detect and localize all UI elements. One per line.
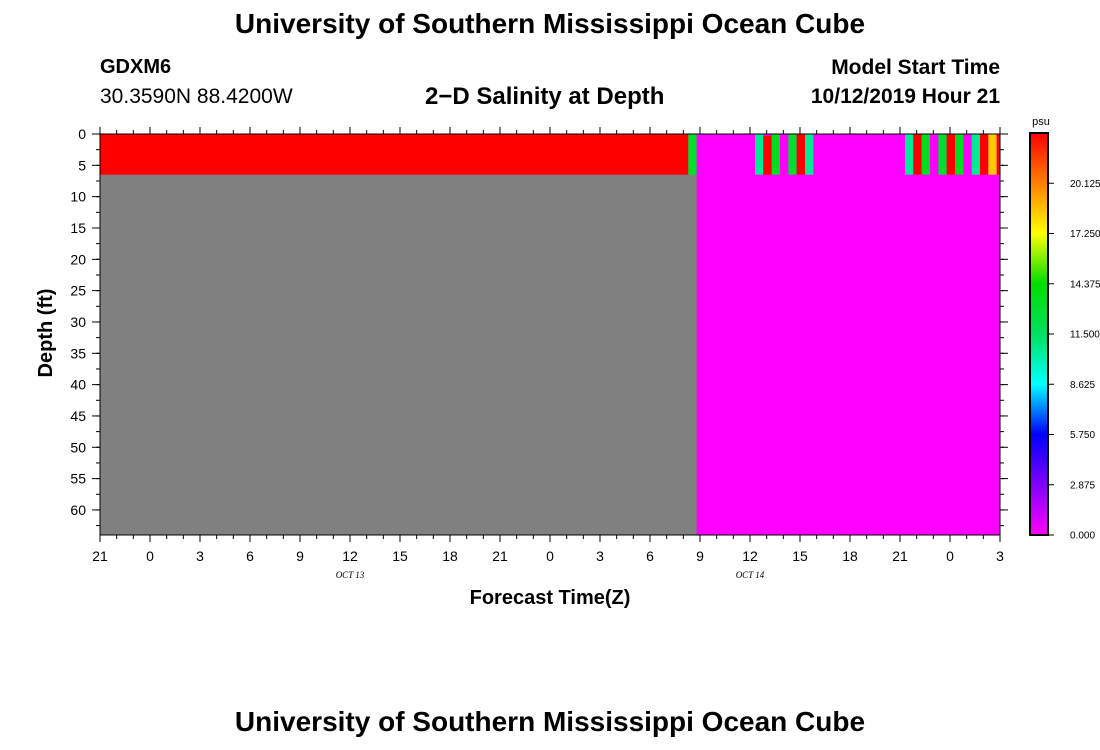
x-tick-label: 6 bbox=[246, 548, 254, 564]
colorbar-tick-label: 2.875 bbox=[1070, 480, 1095, 491]
heatmap-cell bbox=[100, 134, 689, 175]
heatmap-cell bbox=[755, 134, 764, 175]
heatmap-cell bbox=[788, 134, 797, 175]
x-tick-label: 3 bbox=[996, 548, 1004, 564]
y-tick-label: 30 bbox=[70, 314, 86, 330]
y-tick-label: 45 bbox=[70, 408, 86, 424]
x-tick-label: 21 bbox=[492, 548, 508, 564]
heatmap-cell bbox=[980, 134, 989, 175]
heatmap-cell bbox=[688, 134, 697, 175]
heatmap-cell bbox=[805, 134, 814, 175]
y-tick-label: 55 bbox=[70, 471, 86, 487]
heatmap-cell bbox=[996, 134, 1000, 175]
y-tick-label: 5 bbox=[78, 157, 86, 173]
y-tick-label: 20 bbox=[70, 251, 86, 267]
x-tick-label: 12 bbox=[742, 548, 758, 564]
y-tick-label: 60 bbox=[70, 502, 86, 518]
x-axis: 21 0 3 6 9 12 15 18 21 0 3 6 9 12 15 18 21 0 3 OCT 13 OCT 14 bbox=[92, 127, 1004, 580]
y-tick-label: 40 bbox=[70, 377, 86, 393]
y-tick-label: 25 bbox=[70, 283, 86, 299]
colorbar-tick-label: 17.250 bbox=[1070, 229, 1100, 240]
x-tick-label: 15 bbox=[792, 548, 808, 564]
page-title: University of Southern Mississippi Ocean… bbox=[234, 8, 866, 39]
colorbar-tick-label: 5.750 bbox=[1070, 430, 1095, 441]
colorbar-tick-label: 14.375 bbox=[1070, 279, 1100, 290]
colorbar: psu 0.000 2.875 5.750 8.625 11.500 14.375 17.2… bbox=[1029, 116, 1100, 542]
y-tick-label: 50 bbox=[70, 439, 86, 455]
model-start-label: Model Start Time bbox=[831, 56, 1000, 79]
heatmap-cell bbox=[905, 134, 914, 175]
x-tick-label: 0 bbox=[546, 548, 554, 564]
x-tick-label: 3 bbox=[196, 548, 204, 564]
x-date-label: OCT 13 bbox=[336, 570, 365, 580]
y-tick-label: 0 bbox=[78, 126, 86, 142]
y-axis: 0 5 10 15 20 25 30 35 40 45 50 55 60 bbox=[70, 126, 1008, 527]
heatmap-cell bbox=[921, 134, 930, 175]
colorbar-tick-label: 20.125 bbox=[1070, 179, 1100, 190]
station-id: GDXM6 bbox=[100, 56, 172, 78]
y-tick-label: 15 bbox=[70, 220, 86, 236]
heatmap-cell bbox=[771, 134, 780, 175]
heatmap-cell bbox=[763, 135, 772, 175]
x-axis-title: Forecast Time(Z) bbox=[470, 587, 631, 609]
x-tick-label: 9 bbox=[696, 548, 704, 564]
x-tick-label: 15 bbox=[392, 548, 408, 564]
footer-title: University of Southern Mississippi Ocean… bbox=[234, 706, 866, 737]
heatmap-cell bbox=[696, 134, 1000, 535]
heatmap-cell bbox=[796, 134, 805, 175]
heatmap-cell bbox=[955, 134, 964, 175]
heatmap-cell bbox=[946, 134, 955, 175]
x-tick-label: 6 bbox=[646, 548, 654, 564]
plot-title: 2−D Salinity at Depth bbox=[425, 83, 665, 110]
colorbar-gradient bbox=[1029, 132, 1049, 536]
x-tick-label: 9 bbox=[296, 548, 304, 564]
x-tick-label: 18 bbox=[842, 548, 858, 564]
heatmap-cell bbox=[913, 134, 922, 175]
y-tick-label: 10 bbox=[70, 189, 86, 205]
x-tick-label: 12 bbox=[342, 548, 358, 564]
heatmap-cell bbox=[971, 134, 980, 175]
colorbar-tick-label: 11.500 bbox=[1070, 330, 1100, 341]
station-coordinates: 30.3590N 88.4200W bbox=[100, 85, 293, 108]
colorbar-tick-label: 0.000 bbox=[1070, 531, 1095, 542]
x-tick-label: 18 bbox=[442, 548, 458, 564]
x-tick-label: 0 bbox=[146, 548, 154, 564]
x-tick-label: 21 bbox=[92, 548, 108, 564]
x-tick-label: 3 bbox=[596, 548, 604, 564]
y-axis-title: Depth (ft) bbox=[35, 289, 57, 378]
x-date-label: OCT 14 bbox=[736, 570, 765, 580]
model-start-value: 10/12/2019 Hour 21 bbox=[810, 85, 1000, 108]
heatmap-cell bbox=[988, 134, 997, 175]
x-tick-label: 21 bbox=[892, 548, 908, 564]
heatmap-cell bbox=[938, 134, 947, 175]
x-tick-label: 0 bbox=[946, 548, 954, 564]
colorbar-unit-label: psu bbox=[1032, 116, 1050, 128]
y-tick-label: 35 bbox=[70, 345, 86, 361]
colorbar-tick-label: 8.625 bbox=[1070, 380, 1095, 391]
